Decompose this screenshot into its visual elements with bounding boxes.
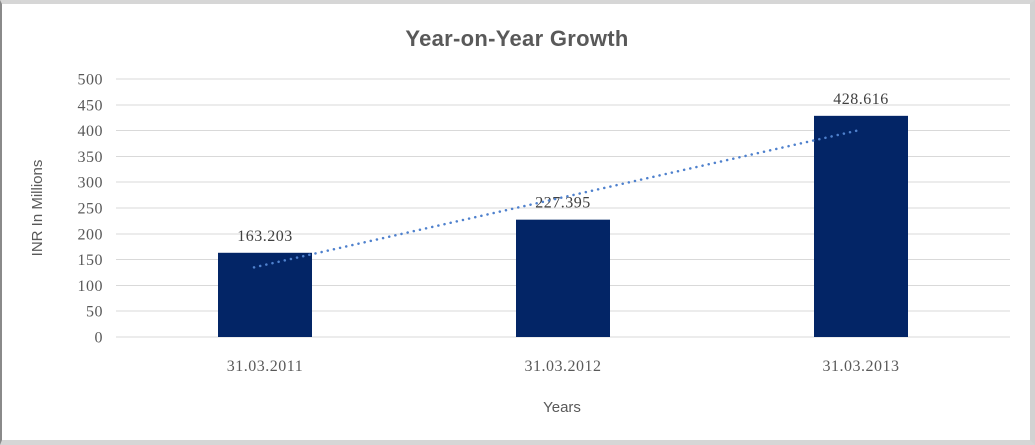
bar-value-label: 227.395: [535, 195, 591, 212]
y-tick-label: 400: [78, 123, 104, 140]
y-tick-label: 0: [95, 330, 104, 347]
bar: [516, 219, 610, 337]
chart-plot: 0 50 100 150 200 250 300 350 400 450 500 163.203 22…: [29, 26, 1010, 416]
trendline: [252, 129, 860, 269]
bar: [218, 252, 312, 337]
x-axis-title: Years: [543, 399, 581, 416]
y-tick-label: 150: [78, 252, 104, 269]
x-tick-label: 31.03.2013: [823, 358, 900, 375]
bar-value-label: 428.616: [833, 91, 889, 108]
x-tick-label: 31.03.2011: [227, 358, 303, 375]
y-tick-label: 500: [78, 72, 104, 89]
bar-series: [218, 115, 908, 338]
x-tick-label: 31.03.2012: [525, 358, 602, 375]
y-axis-title: INR In Millions: [29, 160, 46, 257]
y-tick-label: 350: [78, 149, 104, 166]
chart-title: Year-on-Year Growth: [405, 26, 628, 51]
y-tick-label: 50: [86, 304, 103, 321]
y-tick-label: 100: [78, 278, 104, 295]
trendline-group: [252, 129, 860, 269]
y-tick-label: 450: [78, 97, 104, 114]
x-axis-tick-labels: 31.03.2011 31.03.2012 31.03.2013: [227, 358, 900, 375]
y-tick-label: 300: [78, 175, 104, 192]
bar-value-label: 163.203: [237, 228, 293, 245]
y-axis-tick-labels: 0 50 100 150 200 250 300 350 400 450 500: [78, 72, 104, 347]
y-tick-label: 200: [78, 226, 104, 243]
bar-value-labels: 163.203 227.395 428.616: [237, 91, 889, 245]
y-tick-label: 250: [78, 201, 104, 218]
bar: [814, 115, 908, 338]
